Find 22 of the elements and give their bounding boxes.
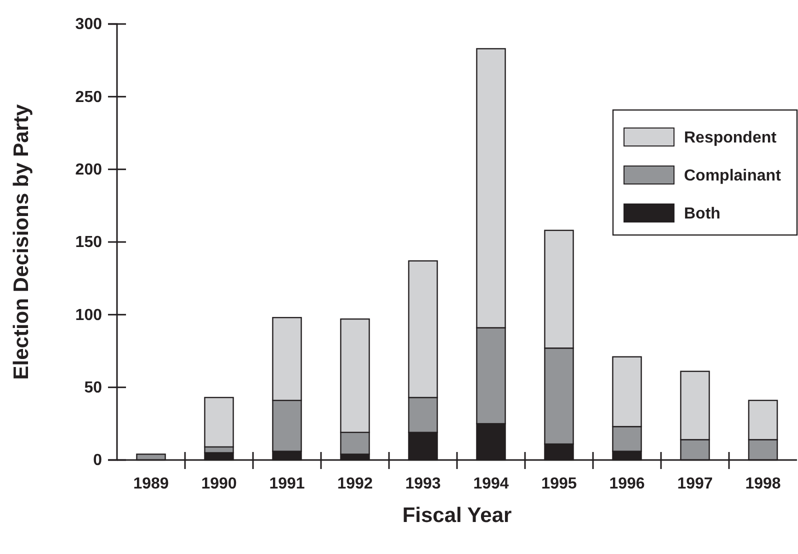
x-tick-label: 1994 <box>473 475 509 492</box>
x-axis-title: Fiscal Year <box>402 504 512 527</box>
legend-label: Both <box>684 206 720 223</box>
legend-label: Respondent <box>684 130 778 147</box>
x-tick-label: 1991 <box>269 475 305 492</box>
x-tick-label: 1990 <box>201 475 237 492</box>
x-tick-label: 1992 <box>337 475 373 492</box>
y-tick-label: 200 <box>75 161 102 178</box>
x-tick-label: 1997 <box>677 475 713 492</box>
x-tick-label: 1989 <box>133 475 169 492</box>
x-tick-label: 1993 <box>405 475 441 492</box>
y-tick-label: 0 <box>93 452 102 470</box>
y-tick-label: 50 <box>84 379 102 396</box>
x-tick-label: 1996 <box>609 475 645 492</box>
x-tick-label: 1998 <box>745 475 781 492</box>
y-tick-label: 150 <box>75 234 102 252</box>
y-tick-label: 300 <box>75 16 102 34</box>
y-tick-label: 250 <box>75 88 102 106</box>
y-tick-label: 100 <box>75 306 102 324</box>
y-axis-title: Election Decisions by Party <box>10 104 33 380</box>
legend-label: Complainant <box>684 168 782 185</box>
x-tick-label: 1995 <box>541 475 577 492</box>
